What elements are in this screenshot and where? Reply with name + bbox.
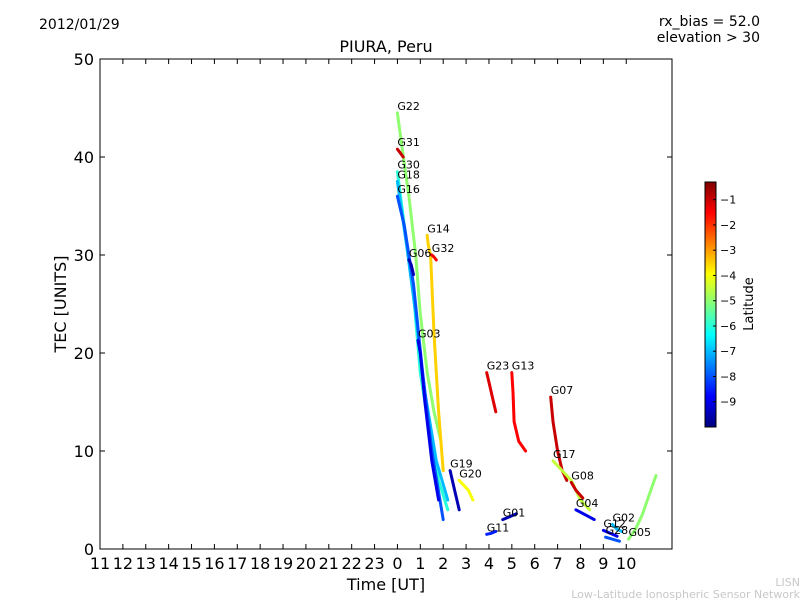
series-label-g07: G07 bbox=[551, 384, 574, 397]
x-axis-ticks: 11 12 13 14 15 16 17 18 19 20 21 22 23 0 1 2 3 4 5 6 7 8 9 10 bbox=[90, 59, 636, 573]
series-line-g01 bbox=[501, 512, 518, 522]
series-line-g13 bbox=[510, 371, 528, 453]
series-label-g08: G08 bbox=[571, 469, 594, 482]
colorbar-tick-label: −3 bbox=[720, 244, 736, 257]
y-axis-label: TEC [UNITS] bbox=[51, 256, 70, 354]
series-label-g22: G22 bbox=[397, 100, 420, 113]
series-label-g18: G18 bbox=[397, 169, 420, 182]
date-label: 2012/01/29 bbox=[39, 17, 120, 33]
x-tick-label: 11 bbox=[90, 554, 110, 573]
series-line-g11 bbox=[485, 529, 498, 536]
colorbar-label: Latitude bbox=[742, 277, 757, 331]
x-tick-label: 15 bbox=[181, 554, 201, 573]
series-label-g16: G16 bbox=[397, 183, 420, 196]
series-label-g02: G02 bbox=[613, 512, 636, 525]
elevation-label: elevation > 30 bbox=[656, 30, 760, 46]
series-layer bbox=[395, 111, 658, 543]
credit-short: LISN bbox=[775, 576, 800, 589]
series-label-g14: G14 bbox=[427, 222, 450, 235]
colorbar-tick-label: −7 bbox=[720, 345, 736, 358]
y-tick-label: 20 bbox=[74, 344, 94, 363]
x-tick-label: 10 bbox=[616, 554, 636, 573]
series-label-g06: G06 bbox=[409, 247, 432, 260]
x-tick-label: 16 bbox=[204, 554, 224, 573]
x-tick-label: 18 bbox=[250, 554, 270, 573]
x-tick-label: 20 bbox=[296, 554, 316, 573]
x-tick-label: 2 bbox=[438, 554, 448, 573]
series-label-g17: G17 bbox=[553, 448, 576, 461]
series-line-g04 bbox=[574, 508, 596, 522]
chart-title: PIURA, Peru bbox=[339, 37, 432, 56]
series-line-g31 bbox=[395, 147, 405, 159]
colorbar bbox=[704, 181, 717, 428]
x-tick-label: 7 bbox=[553, 554, 563, 573]
series-line-g05 bbox=[627, 474, 658, 541]
x-tick-label: 22 bbox=[342, 554, 362, 573]
series-label-g03: G03 bbox=[418, 327, 441, 340]
series-label-g28: G28 bbox=[606, 524, 629, 537]
x-tick-label: 3 bbox=[461, 554, 471, 573]
x-tick-label: 0 bbox=[392, 554, 402, 573]
y-tick-label: 40 bbox=[74, 148, 94, 167]
series-label-g11: G11 bbox=[487, 521, 510, 534]
series-label-g23: G23 bbox=[487, 360, 510, 373]
rx-bias-label: rx_bias = 52.0 bbox=[658, 14, 760, 30]
series-line-g17 bbox=[551, 459, 592, 512]
series-label-g13: G13 bbox=[512, 360, 535, 373]
x-tick-label: 12 bbox=[113, 554, 133, 573]
series-line-g12 bbox=[601, 528, 619, 538]
series-line-g06 bbox=[407, 258, 415, 277]
colorbar-tick-label: −5 bbox=[720, 295, 736, 308]
x-tick-label: 17 bbox=[227, 554, 247, 573]
series-line-g23 bbox=[485, 371, 498, 414]
series-label-g32: G32 bbox=[432, 242, 455, 255]
x-tick-label: 1 bbox=[415, 554, 425, 573]
colorbar-tick-label: −2 bbox=[720, 219, 736, 232]
series-label-g01: G01 bbox=[503, 507, 526, 520]
colorbar-tick-label: −8 bbox=[720, 370, 736, 383]
series-line-g19 bbox=[448, 469, 461, 512]
x-tick-label: 6 bbox=[530, 554, 540, 573]
series-line-g14 bbox=[425, 233, 445, 473]
colorbar-tick-label: −4 bbox=[720, 269, 736, 282]
x-tick-label: 4 bbox=[484, 554, 494, 573]
x-tick-label: 13 bbox=[136, 554, 156, 573]
series-label-g19: G19 bbox=[450, 458, 473, 471]
series-label-g30: G30 bbox=[397, 159, 420, 172]
y-tick-label: 50 bbox=[74, 50, 94, 69]
x-tick-label: 8 bbox=[575, 554, 585, 573]
plot-frame bbox=[99, 58, 673, 550]
x-tick-label: 14 bbox=[158, 554, 178, 573]
series-label-g12: G12 bbox=[603, 517, 626, 530]
x-tick-label: 23 bbox=[364, 554, 384, 573]
x-tick-label: 5 bbox=[507, 554, 517, 573]
series-line-g28 bbox=[604, 535, 621, 543]
y-tick-label: 0 bbox=[84, 540, 94, 559]
colorbar-tick-label: −6 bbox=[720, 320, 736, 333]
y-tick-label: 10 bbox=[74, 442, 94, 461]
x-tick-label: 19 bbox=[273, 554, 293, 573]
series-line-g20 bbox=[457, 478, 475, 502]
series-label-g20: G20 bbox=[459, 467, 482, 480]
series-label-g04: G04 bbox=[576, 497, 599, 510]
y-tick-label: 30 bbox=[74, 246, 94, 265]
x-tick-label: 9 bbox=[598, 554, 608, 573]
series-line-g16 bbox=[395, 194, 445, 522]
series-line-g03 bbox=[416, 338, 441, 502]
y-axis-ticks: 0 10 20 30 40 50 bbox=[74, 50, 672, 559]
credit-long: Low-Latitude Ionospheric Sensor Network bbox=[571, 588, 800, 601]
series-line-g08 bbox=[569, 480, 585, 500]
series-line-g32 bbox=[430, 253, 438, 262]
series-label-g05: G05 bbox=[629, 526, 652, 539]
colorbar-tick-label: −9 bbox=[720, 396, 736, 409]
series-line-g02 bbox=[611, 523, 624, 533]
x-tick-label: 21 bbox=[319, 554, 339, 573]
colorbar-tick-label: −1 bbox=[720, 194, 736, 207]
x-axis-label: Time [UT] bbox=[346, 575, 425, 594]
series-label-g31: G31 bbox=[397, 136, 420, 149]
colorbar-ticks: −1 −2 −3 −4 −5 −6 −7 −8 −9 bbox=[713, 194, 736, 409]
